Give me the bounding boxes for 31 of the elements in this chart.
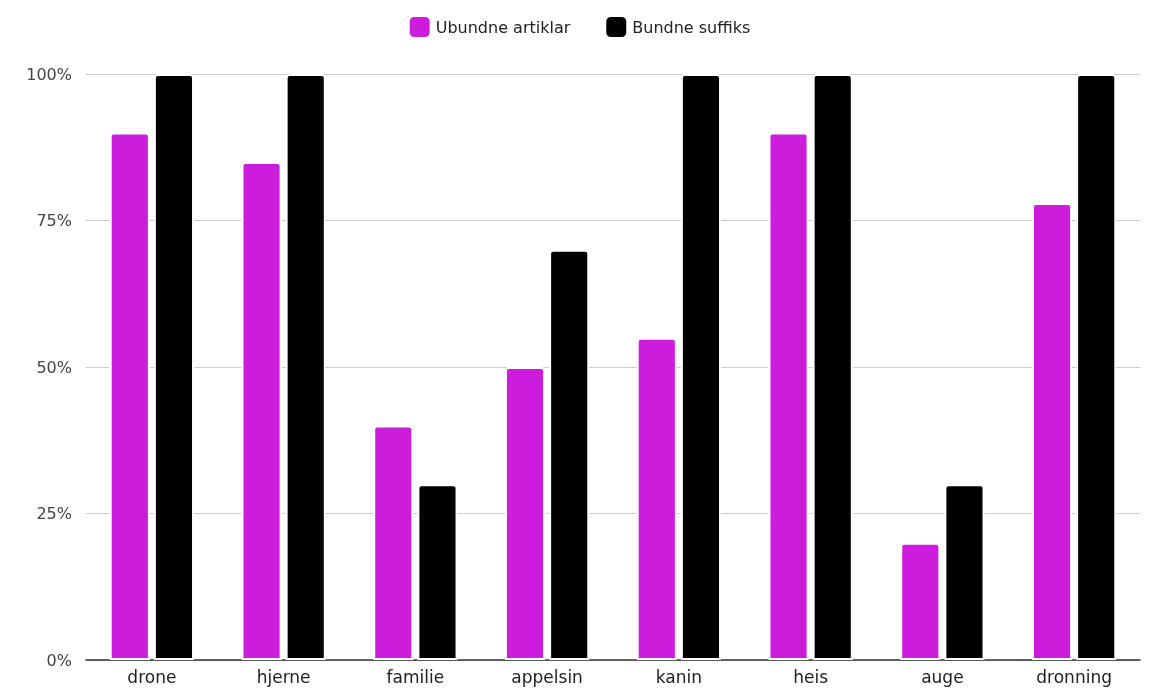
x-tick-label: dronning bbox=[1036, 666, 1112, 687]
bar bbox=[417, 484, 458, 660]
bar bbox=[504, 367, 546, 660]
y-tick-label: 100% bbox=[26, 64, 72, 84]
y-tick-label: 50% bbox=[36, 357, 72, 377]
bar bbox=[680, 74, 722, 660]
bar bbox=[285, 74, 326, 660]
x-tick-label: familie bbox=[386, 666, 445, 687]
legend-label: Bundne suffiks bbox=[632, 17, 751, 37]
bar bbox=[900, 542, 941, 660]
bar bbox=[1031, 202, 1073, 660]
bar bbox=[636, 337, 677, 660]
bar bbox=[153, 74, 195, 660]
x-tick-label: appelsin bbox=[511, 666, 583, 687]
y-tick-label: 75% bbox=[36, 211, 72, 230]
legend-label: Ubundne artiklar bbox=[435, 17, 571, 37]
bar bbox=[549, 249, 590, 660]
bar bbox=[1076, 74, 1117, 660]
x-tick-label: drone bbox=[127, 666, 177, 687]
bar bbox=[373, 425, 414, 660]
x-tick-label: auge bbox=[921, 666, 964, 687]
bar bbox=[768, 132, 809, 660]
y-tick-label: 25% bbox=[36, 504, 72, 523]
bar bbox=[241, 161, 282, 660]
bar bbox=[109, 132, 150, 660]
y-tick-label: 0% bbox=[46, 650, 72, 670]
bar bbox=[944, 484, 985, 660]
x-tick-label: hjerne bbox=[256, 666, 311, 687]
bar bbox=[812, 74, 853, 660]
x-tick-label: heis bbox=[793, 666, 829, 687]
x-tick-label: kanin bbox=[655, 666, 702, 687]
